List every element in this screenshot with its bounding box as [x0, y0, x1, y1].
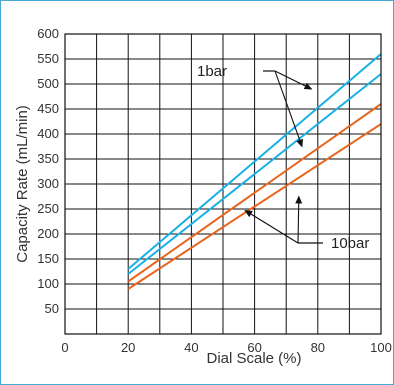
- gridlines: [65, 34, 381, 334]
- x-tick-label: 0: [61, 340, 68, 355]
- x-axis-label: Dial Scale (%): [206, 350, 301, 367]
- x-tick-label: 80: [311, 340, 325, 355]
- series-line-1: [127, 53, 382, 270]
- series-line-3: [127, 103, 382, 283]
- y-tick-label: 250: [37, 201, 59, 216]
- y-tick-label: 450: [37, 101, 59, 116]
- annotation-arrow: [274, 70, 303, 148]
- plot-area-border: [64, 33, 382, 335]
- x-tick-label: 100: [370, 340, 392, 355]
- y-tick-label: 600: [37, 26, 59, 41]
- y-tick-label: 200: [37, 226, 59, 241]
- annotation-label: 1bar: [197, 63, 227, 80]
- y-tick-label: 300: [37, 176, 59, 191]
- y-tick-label: 100: [37, 276, 59, 291]
- annotation-arrow: [295, 195, 303, 244]
- annotation-arrow: [274, 70, 313, 90]
- x-tick-label: 60: [247, 340, 261, 355]
- x-tick-label: 20: [121, 340, 135, 355]
- y-tick-label: 400: [37, 126, 59, 141]
- y-tick-label: 500: [37, 76, 59, 91]
- series-line-2: [127, 73, 382, 275]
- x-tick-label: 40: [184, 340, 198, 355]
- series-lines: [127, 53, 382, 290]
- y-tick-label: 150: [37, 251, 59, 266]
- annotations: 1bar 10bar: [197, 63, 369, 252]
- series-line-4: [127, 123, 382, 290]
- annotation-label: 10bar: [331, 235, 369, 252]
- y-axis-label: Capacity Rate (mL/min): [14, 105, 31, 263]
- y-tick-labels: 50 100 150 200 250 300 350 400 450 500 550 600: [37, 26, 59, 316]
- x-tick-labels: 0 20 40 60 80 100: [61, 340, 391, 355]
- y-tick-label: 350: [37, 151, 59, 166]
- y-tick-label: 50: [45, 301, 59, 316]
- annotation-arrow: [244, 209, 299, 244]
- y-tick-label: 550: [37, 51, 59, 66]
